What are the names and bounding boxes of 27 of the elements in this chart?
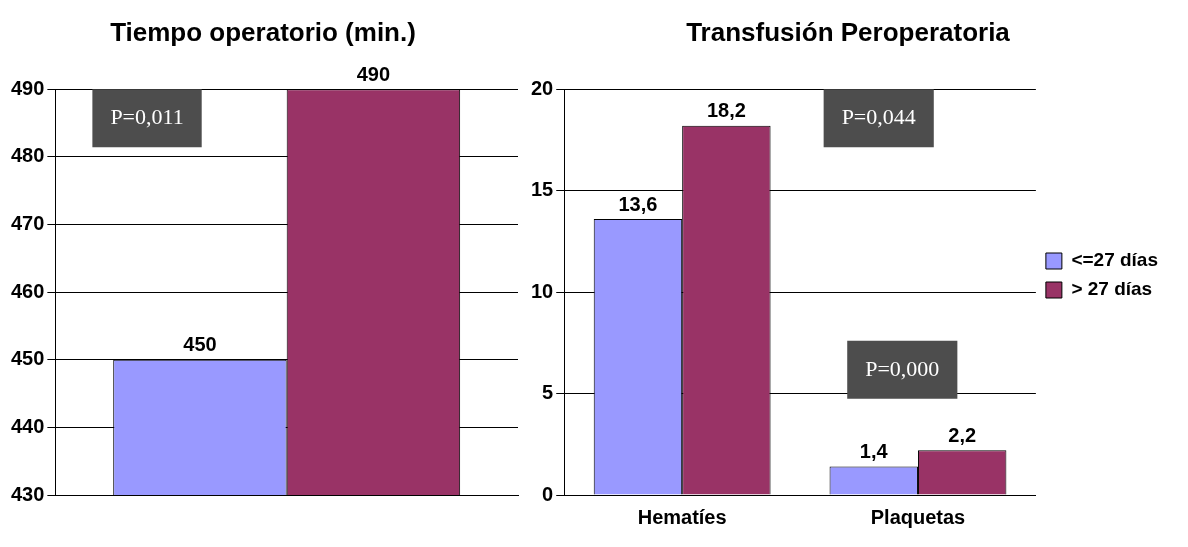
y-tick-label: 5 bbox=[542, 381, 554, 404]
annotation: P=0,000 bbox=[865, 355, 940, 381]
y-tick-label: 430 bbox=[10, 482, 45, 505]
legend-label: > 27 días bbox=[1071, 278, 1153, 300]
data-label: 1,4 bbox=[859, 440, 889, 463]
annotation: P=0,011 bbox=[110, 103, 184, 129]
y-tick-label: 480 bbox=[10, 144, 45, 167]
legend-label: <=27 días bbox=[1071, 249, 1158, 271]
x-tick-label: Plaquetas bbox=[870, 505, 966, 528]
y-tick-label: 20 bbox=[531, 76, 554, 99]
chart-title: Tiempo operatorio (min.) bbox=[110, 16, 416, 47]
y-tick-label: 15 bbox=[531, 178, 554, 201]
y-tick-label: 440 bbox=[10, 414, 45, 437]
data-label: 450 bbox=[183, 333, 217, 356]
y-tick-label: 460 bbox=[10, 279, 45, 302]
y-tick-label: 450 bbox=[10, 347, 45, 370]
x-tick-label: Hematíes bbox=[637, 505, 727, 528]
annotation: P=0,044 bbox=[841, 103, 916, 129]
y-tick-label: 0 bbox=[542, 482, 554, 505]
y-tick-label: 10 bbox=[531, 279, 554, 302]
data-label: 18,2 bbox=[706, 99, 746, 122]
y-tick-label: 490 bbox=[10, 76, 45, 99]
data-label: 490 bbox=[356, 62, 391, 85]
data-label: 2,2 bbox=[948, 423, 977, 446]
data-label: 13,6 bbox=[618, 192, 658, 215]
y-tick-label: 470 bbox=[10, 211, 45, 234]
chart-title: Transfusión Peroperatoria bbox=[686, 16, 1011, 47]
